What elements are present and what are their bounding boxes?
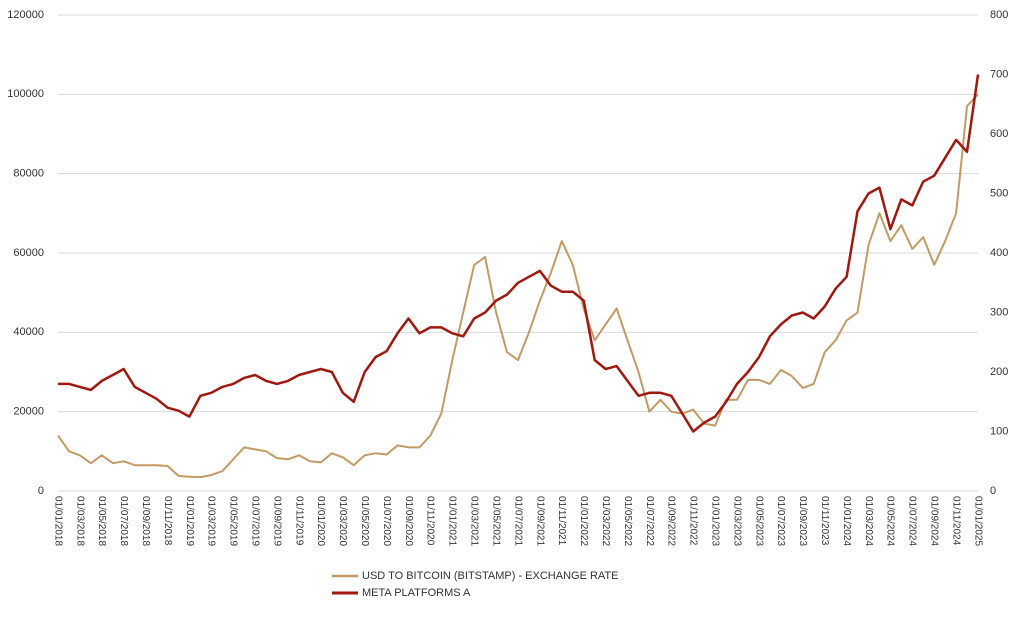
- y-tick-label: 20000: [13, 406, 44, 418]
- series-line: [58, 74, 980, 433]
- x-tick-label: 01/07/2020: [381, 496, 392, 546]
- x-tick-label: 01/11/2021: [556, 496, 567, 546]
- x-tick-label: 01/09/2022: [666, 496, 677, 546]
- x-tick-label: 01/09/2024: [929, 496, 940, 546]
- x-tick-label: 01/07/2023: [775, 496, 786, 546]
- x-tick-label: 01/05/2024: [885, 496, 896, 546]
- x-tick-label: 01/09/2019: [271, 496, 282, 546]
- x-tick-label: 01/03/2021: [469, 496, 480, 546]
- x-tick-label: 01/05/2023: [753, 496, 764, 546]
- y2-tick-label: 100: [990, 425, 1008, 437]
- x-tick-label: 01/01/2018: [52, 496, 63, 546]
- x-tick-label: 01/09/2020: [403, 496, 414, 546]
- x-tick-label: 01/01/2020: [315, 496, 326, 546]
- x-tick-label: 01/07/2024: [907, 496, 918, 546]
- x-tick-label: 01/01/2024: [841, 496, 852, 546]
- x-tick-label: 01/11/2020: [425, 496, 436, 546]
- x-tick-label: 01/03/2020: [337, 496, 348, 546]
- x-tick-label: 01/11/2023: [819, 496, 830, 546]
- x-tick-label: 01/11/2018: [162, 496, 173, 546]
- x-tick-label: 01/01/2021: [447, 496, 458, 546]
- y-tick-label: 120000: [7, 9, 44, 21]
- x-tick-label: 01/09/2023: [797, 496, 808, 546]
- y-tick-label: 100000: [7, 88, 44, 100]
- y2-tick-label: 200: [990, 366, 1008, 378]
- x-tick-label: 01/09/2018: [140, 496, 151, 546]
- x-tick-label: 01/03/2023: [731, 496, 742, 546]
- x-tick-label: 01/05/2018: [96, 496, 107, 546]
- x-tick-label: 01/07/2019: [250, 496, 261, 546]
- y2-tick-label: 700: [990, 68, 1008, 80]
- x-tick-label: 01/01/2023: [710, 496, 721, 546]
- y2-tick-label: 0: [990, 485, 996, 497]
- x-tick-label: 01/11/2019: [293, 496, 304, 546]
- series-line: [57, 93, 979, 479]
- x-tick-label: 01/01/2019: [184, 496, 195, 546]
- y2-tick-label: 300: [990, 306, 1008, 318]
- y2-tick-label: 800: [990, 9, 1008, 21]
- x-tick-label: 01/09/2021: [534, 496, 545, 546]
- x-tick-label: 01/05/2020: [359, 496, 370, 546]
- x-tick-label: 01/07/2018: [118, 496, 129, 546]
- y-tick-label: 80000: [13, 168, 44, 180]
- y-tick-label: 40000: [13, 326, 44, 338]
- x-tick-label: 01/03/2022: [600, 496, 611, 546]
- y-tick-label: 0: [38, 485, 44, 497]
- x-tick-label: 01/11/2024: [950, 496, 961, 546]
- legend-label: USD TO BITCOIN (BITSTAMP) - EXCHANGE RAT…: [362, 570, 619, 582]
- x-tick-label: 01/03/2019: [206, 496, 217, 546]
- x-tick-label: 01/01/2022: [578, 496, 589, 546]
- x-tick-label: 01/05/2021: [490, 496, 501, 546]
- x-tick-label: 01/03/2018: [74, 496, 85, 546]
- x-tick-label: 01/03/2024: [863, 496, 874, 546]
- x-tick-label: 01/05/2019: [228, 496, 239, 546]
- x-tick-label: 01/11/2022: [688, 496, 699, 546]
- y2-tick-label: 500: [990, 187, 1008, 199]
- x-tick-label: 01/07/2021: [512, 496, 523, 546]
- y2-tick-label: 400: [990, 247, 1008, 259]
- y2-tick-label: 600: [990, 128, 1008, 140]
- legend-label: META PLATFORMS A: [362, 587, 471, 599]
- x-tick-label: 01/07/2022: [644, 496, 655, 546]
- x-tick-label: 01/01/2025: [972, 496, 983, 546]
- y-tick-label: 60000: [13, 247, 44, 259]
- x-tick-label: 01/05/2022: [622, 496, 633, 546]
